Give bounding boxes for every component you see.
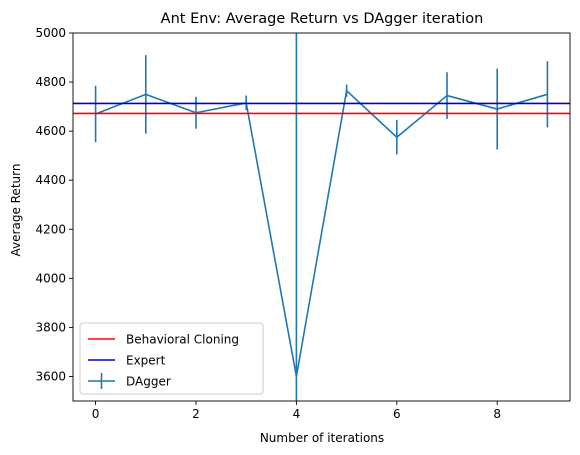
legend-label-expert: Expert [126,354,166,368]
y-tick-label: 4800 [35,75,66,89]
legend-box [79,322,264,395]
x-tick-label: 6 [393,407,401,421]
legend-label-dagger: DAgger [126,375,171,389]
y-tick-label: 4600 [35,124,66,138]
y-tick-label: 4000 [35,271,66,285]
y-tick-label: 3600 [35,369,66,383]
axes-frame [72,32,571,402]
y-tick-label: 5000 [35,26,66,40]
y-tick-label: 4400 [35,173,66,187]
legend-label-behavioral-cloning: Behavioral Cloning [126,333,239,347]
x-tick-label: 4 [293,407,301,421]
y-tick-label: 4200 [35,222,66,236]
legend: Behavioral Cloning Expert DAgger [79,322,264,395]
plot-area [73,33,570,401]
chart-title: Ant Env: Average Return vs DAgger iterat… [161,11,484,27]
y-tick-label: 3800 [35,320,66,334]
y-axis-label: Average Return [9,164,23,257]
axes: 0 2 4 6 8 3600 3800 4000 4200 4400 4600 4800 5000 [35,26,571,421]
x-axis-label: Number of iterations [260,431,384,445]
x-tick-label: 8 [493,407,501,421]
x-tick-label: 0 [92,407,100,421]
x-tick-label: 2 [192,407,200,421]
